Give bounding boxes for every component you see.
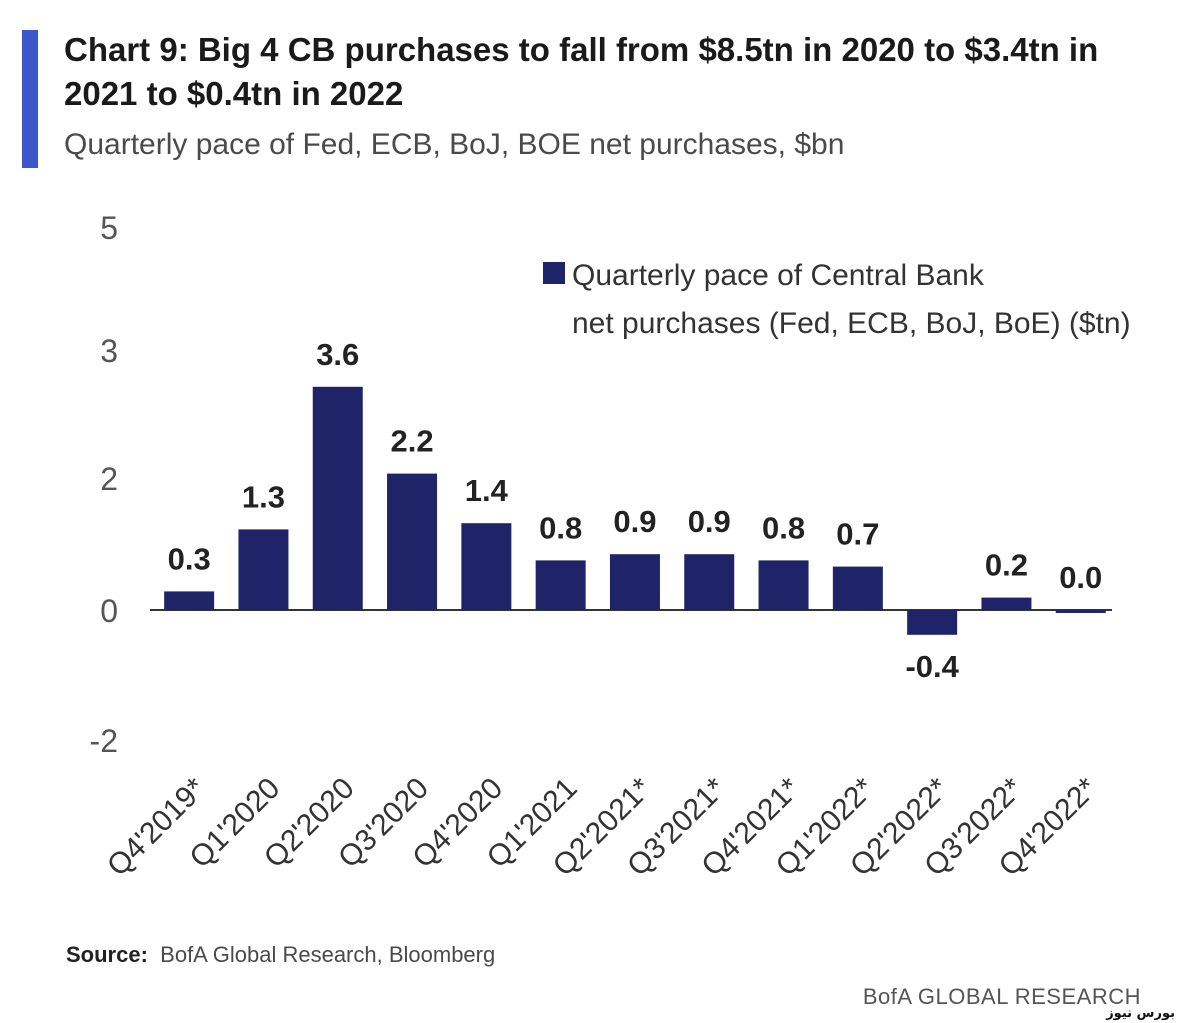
data-label: 1.4 bbox=[465, 473, 509, 508]
source-label: Source: bbox=[66, 942, 148, 967]
bar bbox=[461, 523, 512, 610]
data-label: 0.9 bbox=[688, 504, 731, 539]
corner-watermark-text: بورس نیوز bbox=[1106, 1006, 1175, 1021]
data-label: 2.2 bbox=[390, 424, 433, 459]
bar bbox=[609, 554, 660, 610]
data-label: 0.2 bbox=[985, 548, 1028, 583]
source-note: Source: BofA Global Research, Bloomberg bbox=[66, 942, 495, 968]
bar bbox=[164, 591, 215, 610]
x-tick-label: Q4'2019* bbox=[101, 771, 212, 882]
data-label: 0.3 bbox=[168, 541, 211, 576]
chart-subtitle: Quarterly pace of Fed, ECB, BoJ, BOE net… bbox=[64, 128, 845, 161]
bar bbox=[981, 597, 1032, 610]
data-label: 0.7 bbox=[836, 517, 879, 552]
data-label: 0.9 bbox=[613, 504, 656, 539]
data-label: 0.8 bbox=[762, 510, 805, 545]
data-label: 0.0 bbox=[1059, 560, 1102, 595]
data-label: -0.4 bbox=[905, 649, 959, 684]
bar bbox=[832, 566, 883, 610]
y-tick-label: 0 bbox=[100, 593, 118, 629]
bar bbox=[387, 473, 438, 610]
y-tick-label: 3 bbox=[100, 333, 118, 369]
legend-swatch bbox=[543, 262, 565, 284]
bar bbox=[238, 529, 289, 610]
y-tick-label: 2 bbox=[100, 461, 118, 497]
data-label: 1.3 bbox=[242, 479, 285, 514]
y-tick-label: -2 bbox=[90, 723, 118, 759]
data-label: 0.8 bbox=[539, 510, 582, 545]
legend-label: Quarterly pace of Central Bank net purcha… bbox=[572, 259, 1131, 340]
bar bbox=[1055, 610, 1106, 613]
bar bbox=[684, 554, 735, 610]
bar-chart: 5320-20.3Q4'2019*1.3Q1'20203.6Q2'20202.2… bbox=[90, 210, 1131, 883]
bar bbox=[758, 560, 809, 610]
y-tick-label: 5 bbox=[100, 210, 118, 246]
brand-logo-text: BofA GLOBAL RESEARCH bbox=[862, 984, 1141, 1009]
data-label: 3.6 bbox=[316, 337, 359, 372]
bar bbox=[312, 386, 363, 610]
chart-title: Chart 9: Big 4 CB purchases to fall from… bbox=[64, 31, 1099, 112]
bar bbox=[535, 560, 586, 610]
title-accent-bar bbox=[22, 30, 38, 168]
source-text: BofA Global Research, Bloomberg bbox=[160, 942, 496, 967]
bar bbox=[907, 610, 958, 635]
